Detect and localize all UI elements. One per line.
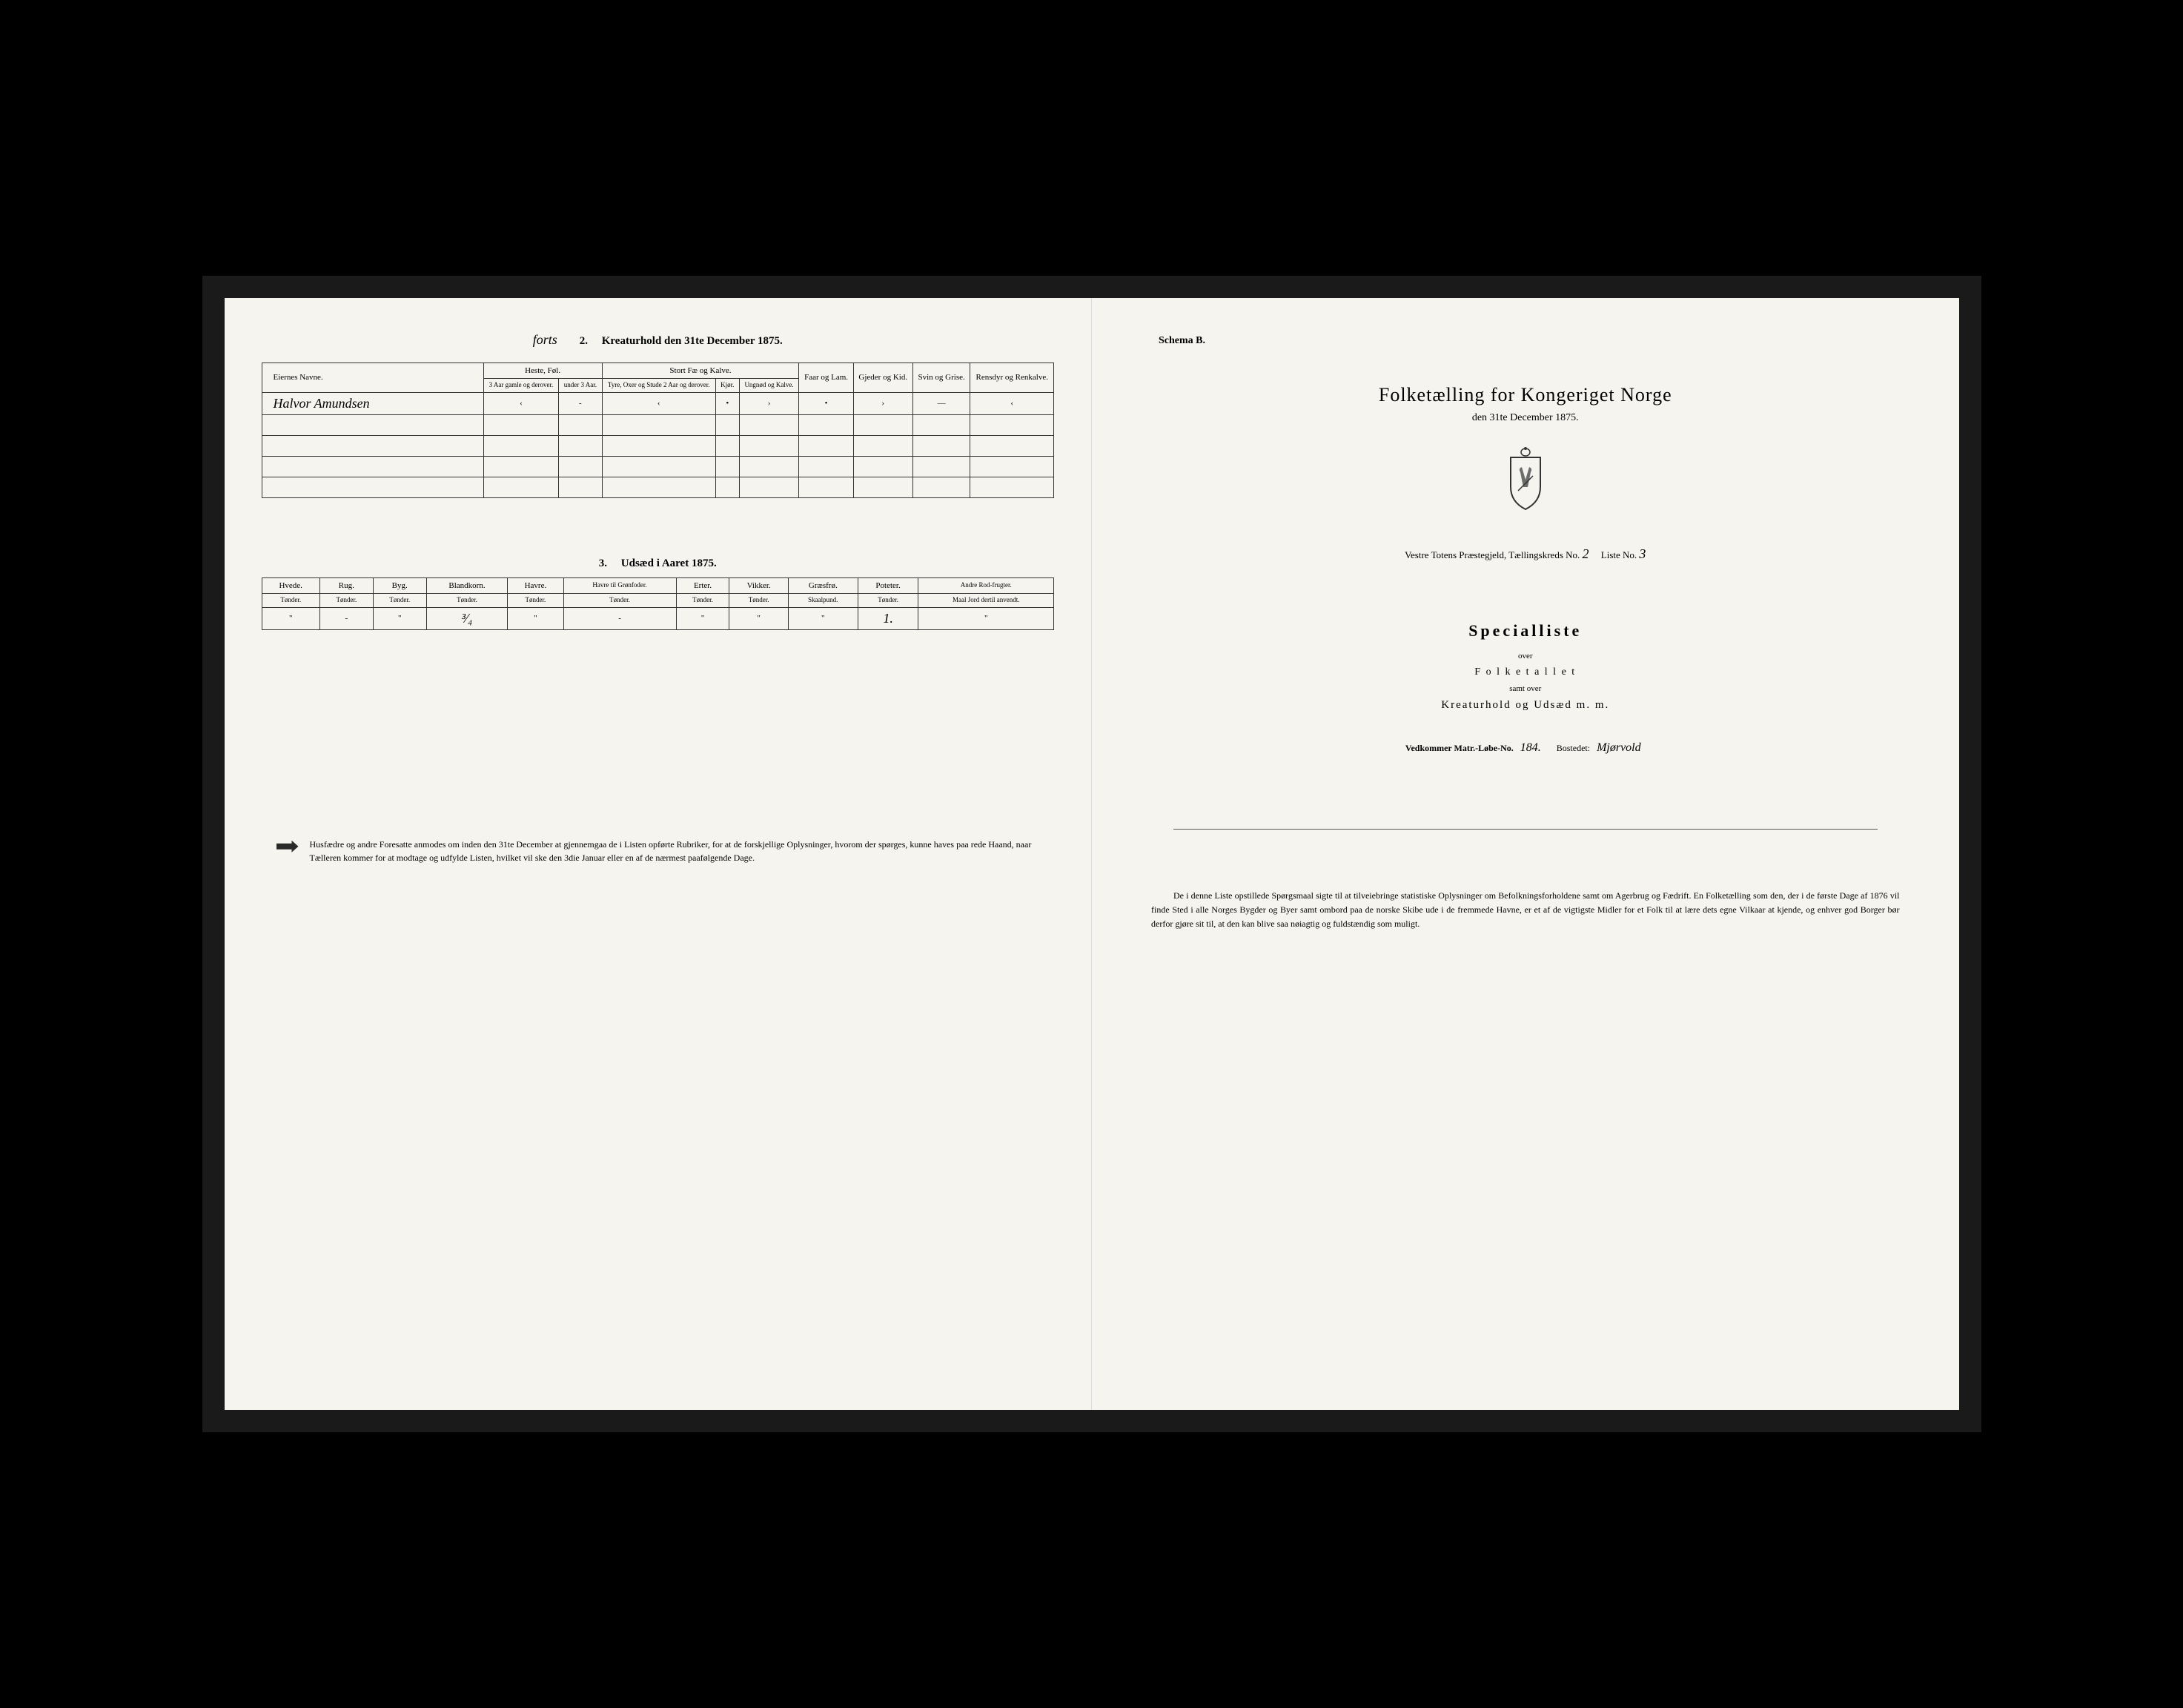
main-title: Folketælling for Kongeriget Norge (1129, 384, 1922, 406)
col-faar: Faar og Lam. (799, 363, 853, 393)
table-row: " - " ³⁄₄ " - " " " 1. " (262, 607, 1054, 629)
col-stort-b: Kjør. (715, 379, 739, 393)
col: Vikker. (729, 577, 788, 593)
pointing-hand-icon (276, 839, 299, 854)
unit: Tønder. (319, 593, 373, 607)
liste-label: Liste No. (1601, 549, 1637, 560)
cell: - (563, 607, 676, 629)
col: Blandkorn. (426, 577, 508, 593)
col: Poteter. (858, 577, 918, 593)
main-subtitle: den 31te December 1875. (1129, 412, 1922, 424)
unit: Maal Jord dertil anvendt. (918, 593, 1054, 607)
folketallet-label: F o l k e t a l l e t (1129, 666, 1922, 678)
cell: - (559, 392, 602, 414)
divider (1173, 829, 1878, 830)
cell: " (729, 607, 788, 629)
col: Rug. (319, 577, 373, 593)
cell: - (319, 607, 373, 629)
cell: " (262, 607, 319, 629)
unit: Tønder. (508, 593, 563, 607)
page-wrapper: forts 2. Kreaturhold den 31te December 1… (202, 276, 1981, 1432)
cell: ‹ (970, 392, 1054, 414)
col-stort-a: Tyre, Oxer og Stude 2 Aar og derover. (602, 379, 715, 393)
kreatur-label: Kreaturhold og Udsæd m. m. (1129, 699, 1922, 712)
matr-no: 184. (1520, 741, 1541, 754)
owner-name: Halvor Amundsen (262, 392, 483, 414)
unit: Tønder. (858, 593, 918, 607)
unit: Tønder. (676, 593, 729, 607)
cell: ³⁄₄ (426, 607, 508, 629)
section2-heading: forts 2. Kreaturhold den 31te December 1… (262, 328, 1055, 355)
cell: ‹ (483, 392, 559, 414)
table-row (262, 414, 1054, 435)
cell: " (676, 607, 729, 629)
cell: " (788, 607, 858, 629)
udsaed-table: Hvede. Rug. Byg. Blandkorn. Havre. Havre… (262, 577, 1055, 630)
col-stort-c: Ungnød og Kalve. (739, 379, 799, 393)
cell: " (918, 607, 1054, 629)
cell: " (373, 607, 426, 629)
col: Erter. (676, 577, 729, 593)
liste-no: 3 (1639, 546, 1646, 561)
right-footer-text: De i denne Liste opstillede Spørgsmaal s… (1129, 889, 1922, 932)
col-svin: Svin og Grise. (912, 363, 970, 393)
cell: 1. (858, 607, 918, 629)
kreds-no: 2 (1583, 546, 1589, 561)
specialliste-title: Specialliste (1129, 621, 1922, 640)
bosted-name: Mjørvold (1597, 741, 1641, 754)
col: Andre Rod-frugter. (918, 577, 1054, 593)
unit: Tønder. (729, 593, 788, 607)
unit: Tønder. (563, 593, 676, 607)
forts-handwritten: forts (533, 332, 557, 348)
table-row (262, 435, 1054, 456)
table-row (262, 477, 1054, 497)
col-heste-a: 3 Aar gamle og derover. (483, 379, 559, 393)
paper: forts 2. Kreaturhold den 31te December 1… (225, 298, 1959, 1410)
parish-pre: Vestre Totens Præstegjeld, Tællingskreds… (1405, 549, 1580, 560)
bosted-label: Bostedet: (1557, 743, 1590, 753)
col-stort: Stort Fæ og Kalve. (602, 363, 799, 379)
schema-label: Schema B. (1159, 335, 1922, 347)
col: Græsfrø. (788, 577, 858, 593)
col: Byg. (373, 577, 426, 593)
unit: Skaalpund. (788, 593, 858, 607)
col: Hvede. (262, 577, 319, 593)
cell: — (912, 392, 970, 414)
cell: › (739, 392, 799, 414)
samt-label: samt over (1129, 684, 1922, 693)
section3-number: 3. (599, 557, 607, 569)
col-eier: Eiernes Navne. (262, 363, 483, 393)
cell: " (508, 607, 563, 629)
coat-of-arms-icon (1129, 446, 1922, 517)
col-heste-b: under 3 Aar. (559, 379, 602, 393)
col-ren: Rensdyr og Renkalve. (970, 363, 1054, 393)
table-row: Halvor Amundsen ‹ - ‹ • › • › — ‹ (262, 392, 1054, 414)
cell: ‹ (602, 392, 715, 414)
over-label: over (1129, 652, 1922, 661)
table-row (262, 456, 1054, 477)
col-heste: Heste, Føl. (483, 363, 602, 379)
section2-title: Kreaturhold den 31te December 1875. (602, 335, 783, 347)
col-gjeder: Gjeder og Kid. (853, 363, 912, 393)
right-page: Schema B. Folketælling for Kongeriget No… (1092, 298, 1959, 1410)
kreatur-table: Eiernes Navne. Heste, Føl. Stort Fæ og K… (262, 363, 1055, 498)
col: Havre. (508, 577, 563, 593)
col: Havre til Grønfoder. (563, 577, 676, 593)
section2-number: 2. (580, 335, 588, 347)
footer-text: Husfædre og andre Foresatte anmodes om i… (310, 838, 1040, 864)
left-page: forts 2. Kreaturhold den 31te December 1… (225, 298, 1093, 1410)
vedk-label: Vedkommer Matr.-Løbe-No. (1405, 743, 1514, 753)
left-footer: Husfædre og andre Foresatte anmodes om i… (262, 838, 1055, 864)
unit: Tønder. (426, 593, 508, 607)
unit: Tønder. (262, 593, 319, 607)
cell: • (799, 392, 853, 414)
parish-line: Vestre Totens Præstegjeld, Tællingskreds… (1129, 546, 1922, 562)
cell: • (715, 392, 739, 414)
cell: › (853, 392, 912, 414)
unit: Tønder. (373, 593, 426, 607)
section3-title: Udsæd i Aaret 1875. (621, 557, 717, 569)
section3: 3. Udsæd i Aaret 1875. Hvede. Rug. Byg. … (262, 557, 1055, 630)
vedkommer-line: Vedkommer Matr.-Løbe-No. 184. Bostedet: … (1129, 741, 1922, 755)
